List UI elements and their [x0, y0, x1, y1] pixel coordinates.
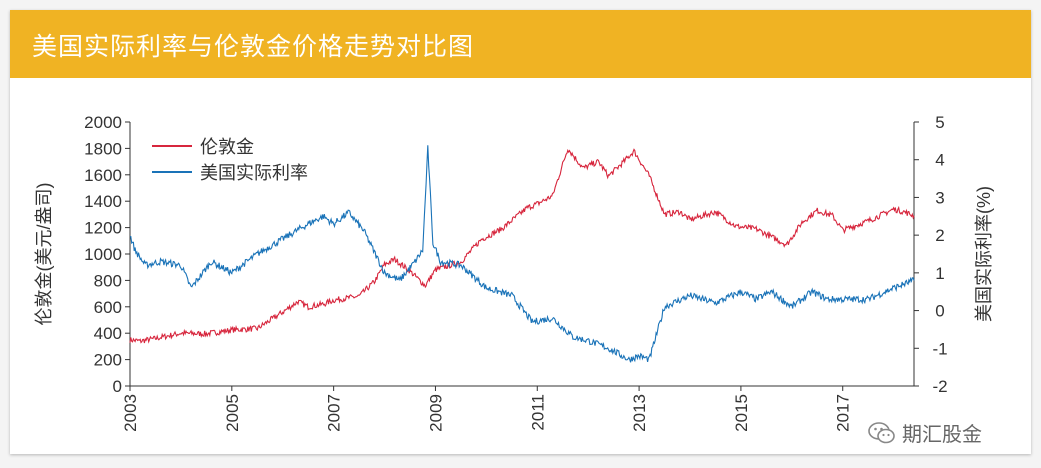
x-tick-label: 2007: [325, 394, 344, 432]
x-tick-label: 2011: [528, 394, 547, 431]
x-tick-label: 2003: [121, 394, 140, 432]
left-tick-label: 0: [113, 377, 122, 396]
axes: 0 200 400 600 800 1000 1200 1400 1600 1800 2000 -2 -…: [34, 113, 994, 432]
wechat-icon: [868, 421, 895, 443]
legend-label: 美国实际利率: [200, 163, 308, 183]
x-tick-label: 2005: [223, 394, 242, 432]
watermark-text: 期汇股金: [902, 422, 982, 446]
right-tick-label: 2: [935, 226, 944, 245]
left-tick-label: 800: [94, 271, 122, 290]
right-tick-label: -1: [932, 339, 947, 358]
left-tick-label: 2000: [84, 113, 122, 132]
left-tick-label: 1000: [84, 245, 122, 264]
right-tick-label: 4: [935, 151, 944, 170]
left-tick-label: 1200: [84, 219, 122, 238]
left-tick-label: 600: [94, 298, 122, 317]
left-tick-label: 1400: [84, 192, 122, 211]
x-tick-label: 2015: [732, 394, 751, 432]
series-lines: [129, 145, 915, 363]
chart-title: 美国实际利率与伦敦金价格走势对比图: [32, 32, 475, 61]
x-tick-label: 2017: [834, 394, 853, 432]
chart: 0 200 400 600 800 1000 1200 1400 1600 1800 2000 -2 -…: [34, 113, 994, 432]
right-tick-label: 1: [935, 264, 944, 283]
chart-card: 美国实际利率与伦敦金价格走势对比图 0 200 400 600 800 1000 1200 1…: [10, 10, 1031, 454]
x-tick-label: 2009: [426, 394, 445, 432]
right-axis-title: 美国实际利率(%): [974, 186, 994, 322]
x-tick-label: 2013: [630, 394, 649, 432]
right-tick-label: -2: [932, 377, 947, 396]
right-tick-label: 0: [935, 302, 944, 321]
left-tick-label: 400: [94, 324, 122, 343]
watermark: 期汇股金: [868, 418, 982, 447]
left-tick-label: 1600: [84, 166, 122, 185]
left-tick-label: 1800: [84, 139, 122, 158]
legend-label: 伦敦金: [200, 137, 254, 157]
left-tick-label: 200: [94, 351, 122, 370]
title-bar: 美国实际利率与伦敦金价格走势对比图: [10, 10, 1031, 78]
right-tick-label: 5: [935, 113, 944, 132]
right-tick-label: 3: [935, 188, 944, 207]
real-rate-line: [130, 145, 915, 363]
gold-price-line: [129, 148, 915, 344]
left-axis-title: 伦敦金(美元/盎司): [34, 183, 54, 326]
